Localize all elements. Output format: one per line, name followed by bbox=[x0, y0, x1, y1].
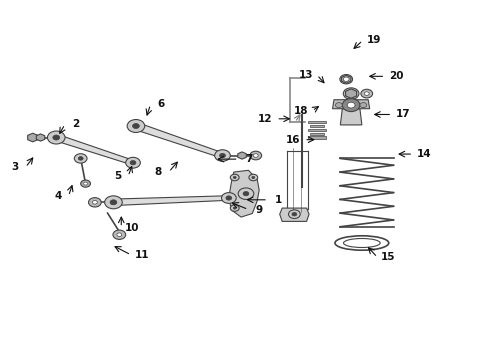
Circle shape bbox=[78, 157, 83, 160]
Polygon shape bbox=[307, 121, 325, 123]
Polygon shape bbox=[28, 133, 38, 142]
Polygon shape bbox=[113, 196, 228, 206]
Circle shape bbox=[221, 193, 236, 203]
Circle shape bbox=[243, 192, 248, 196]
Text: 17: 17 bbox=[395, 109, 409, 120]
Text: 12: 12 bbox=[258, 114, 272, 124]
Circle shape bbox=[230, 174, 239, 181]
Text: 5: 5 bbox=[114, 171, 121, 181]
Polygon shape bbox=[134, 123, 224, 158]
Polygon shape bbox=[237, 152, 246, 159]
Circle shape bbox=[92, 201, 97, 204]
Polygon shape bbox=[228, 170, 259, 217]
Circle shape bbox=[291, 212, 296, 216]
Circle shape bbox=[233, 176, 236, 179]
Text: 15: 15 bbox=[380, 252, 395, 262]
Circle shape bbox=[88, 198, 101, 207]
Circle shape bbox=[225, 196, 231, 200]
Circle shape bbox=[238, 188, 253, 199]
Circle shape bbox=[53, 135, 60, 140]
Text: 16: 16 bbox=[285, 135, 300, 145]
Polygon shape bbox=[279, 208, 308, 221]
Text: 18: 18 bbox=[293, 106, 308, 116]
Circle shape bbox=[248, 174, 257, 181]
Text: 20: 20 bbox=[388, 71, 403, 81]
Text: 14: 14 bbox=[416, 149, 430, 159]
Circle shape bbox=[130, 161, 136, 165]
Text: 19: 19 bbox=[366, 35, 380, 45]
Circle shape bbox=[47, 131, 65, 144]
Text: 4: 4 bbox=[54, 191, 61, 201]
Circle shape bbox=[335, 103, 342, 108]
Polygon shape bbox=[340, 109, 361, 125]
Circle shape bbox=[253, 154, 258, 157]
Polygon shape bbox=[332, 100, 369, 109]
Circle shape bbox=[83, 182, 87, 185]
Polygon shape bbox=[309, 132, 323, 135]
Circle shape bbox=[364, 92, 368, 95]
Circle shape bbox=[342, 99, 359, 112]
Circle shape bbox=[288, 210, 300, 219]
Circle shape bbox=[251, 176, 254, 179]
Circle shape bbox=[233, 207, 236, 209]
Circle shape bbox=[249, 151, 261, 160]
Circle shape bbox=[113, 230, 125, 239]
Polygon shape bbox=[54, 135, 134, 165]
Circle shape bbox=[127, 120, 144, 132]
Circle shape bbox=[343, 77, 348, 81]
Circle shape bbox=[125, 157, 140, 168]
Circle shape bbox=[346, 102, 354, 108]
Polygon shape bbox=[307, 136, 325, 139]
Text: 9: 9 bbox=[255, 204, 262, 215]
Polygon shape bbox=[307, 129, 325, 131]
Text: 10: 10 bbox=[124, 222, 139, 233]
Text: 1: 1 bbox=[275, 195, 282, 205]
Circle shape bbox=[117, 233, 122, 237]
Polygon shape bbox=[36, 134, 45, 141]
Circle shape bbox=[230, 205, 239, 211]
Polygon shape bbox=[345, 89, 356, 98]
Circle shape bbox=[104, 196, 122, 209]
Circle shape bbox=[132, 123, 139, 129]
Polygon shape bbox=[309, 125, 323, 127]
Text: 7: 7 bbox=[245, 154, 253, 164]
Text: 8: 8 bbox=[154, 167, 161, 177]
Circle shape bbox=[343, 88, 358, 99]
Text: 3: 3 bbox=[11, 162, 18, 172]
Circle shape bbox=[339, 75, 352, 84]
Text: 13: 13 bbox=[298, 70, 313, 80]
Circle shape bbox=[214, 150, 230, 161]
Circle shape bbox=[359, 103, 366, 108]
Text: 11: 11 bbox=[134, 250, 149, 260]
Circle shape bbox=[347, 91, 354, 96]
Circle shape bbox=[360, 89, 372, 98]
Polygon shape bbox=[341, 75, 350, 83]
Circle shape bbox=[219, 153, 225, 158]
Text: 2: 2 bbox=[72, 119, 79, 129]
Text: 6: 6 bbox=[158, 99, 164, 109]
Circle shape bbox=[81, 180, 90, 187]
Circle shape bbox=[74, 154, 87, 163]
Circle shape bbox=[110, 200, 117, 205]
